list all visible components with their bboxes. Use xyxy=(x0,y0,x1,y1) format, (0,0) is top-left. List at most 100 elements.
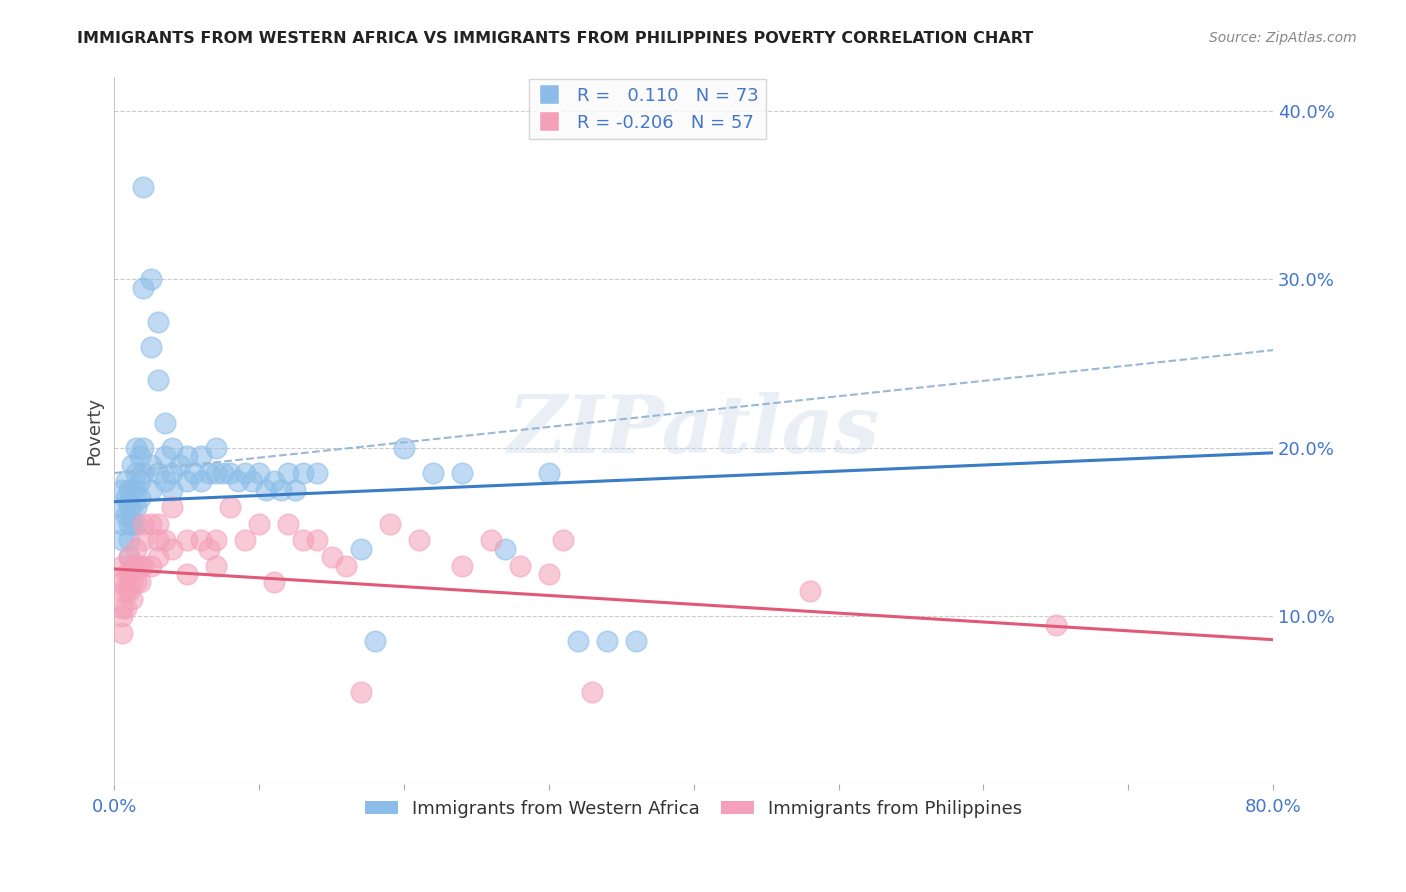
Point xyxy=(212,466,235,480)
Point xyxy=(378,516,401,531)
Point xyxy=(125,516,148,531)
Point xyxy=(247,466,270,480)
Point xyxy=(153,449,176,463)
Point xyxy=(118,533,141,548)
Point xyxy=(129,491,152,506)
Point xyxy=(190,449,212,463)
Point xyxy=(139,558,162,573)
Point xyxy=(277,466,299,480)
Point xyxy=(118,567,141,582)
Point xyxy=(197,466,219,480)
Point xyxy=(240,475,263,489)
Point xyxy=(121,575,143,590)
Point xyxy=(190,533,212,548)
Point xyxy=(197,541,219,556)
Point xyxy=(146,550,169,565)
Point xyxy=(553,533,575,548)
Point xyxy=(307,466,329,480)
Point xyxy=(233,466,256,480)
Point xyxy=(121,458,143,472)
Point xyxy=(118,516,141,531)
Point xyxy=(176,475,198,489)
Point xyxy=(307,533,329,548)
Point xyxy=(139,272,162,286)
Point xyxy=(162,500,184,514)
Point xyxy=(162,483,184,497)
Point xyxy=(799,583,821,598)
Point xyxy=(132,466,155,480)
Point xyxy=(111,516,134,531)
Point xyxy=(183,466,205,480)
Point xyxy=(118,550,141,565)
Point xyxy=(291,533,314,548)
Point xyxy=(118,483,141,497)
Point xyxy=(153,533,176,548)
Point xyxy=(139,516,162,531)
Point xyxy=(139,458,162,472)
Point xyxy=(162,441,184,455)
Point xyxy=(118,583,141,598)
Point xyxy=(204,558,226,573)
Point xyxy=(1045,617,1067,632)
Point xyxy=(479,533,502,548)
Point xyxy=(567,634,589,648)
Point xyxy=(451,558,474,573)
Point xyxy=(146,314,169,328)
Point xyxy=(190,475,212,489)
Point xyxy=(263,475,285,489)
Point xyxy=(115,475,138,489)
Point xyxy=(129,558,152,573)
Point xyxy=(277,516,299,531)
Point xyxy=(204,466,226,480)
Point xyxy=(132,179,155,194)
Point xyxy=(132,441,155,455)
Point xyxy=(408,533,430,548)
Point xyxy=(125,483,148,497)
Point xyxy=(125,575,148,590)
Point xyxy=(284,483,307,497)
Point xyxy=(509,558,531,573)
Point xyxy=(233,533,256,548)
Point xyxy=(129,575,152,590)
Y-axis label: Poverty: Poverty xyxy=(86,397,103,465)
Point xyxy=(121,558,143,573)
Point xyxy=(451,466,474,480)
Point xyxy=(121,592,143,607)
Point xyxy=(162,466,184,480)
Point xyxy=(115,583,138,598)
Point xyxy=(118,550,141,565)
Point xyxy=(111,626,134,640)
Point xyxy=(118,500,141,514)
Point xyxy=(132,533,155,548)
Point xyxy=(219,466,242,480)
Point xyxy=(422,466,444,480)
Point xyxy=(176,449,198,463)
Point xyxy=(162,541,184,556)
Point xyxy=(125,441,148,455)
Point xyxy=(263,575,285,590)
Point xyxy=(256,483,278,497)
Point xyxy=(111,609,134,624)
Point xyxy=(204,533,226,548)
Point xyxy=(125,558,148,573)
Text: Source: ZipAtlas.com: Source: ZipAtlas.com xyxy=(1209,31,1357,45)
Point xyxy=(121,516,143,531)
Text: IMMIGRANTS FROM WESTERN AFRICA VS IMMIGRANTS FROM PHILIPPINES POVERTY CORRELATIO: IMMIGRANTS FROM WESTERN AFRICA VS IMMIGR… xyxy=(77,31,1033,46)
Point xyxy=(321,550,343,565)
Point xyxy=(494,541,516,556)
Point xyxy=(111,500,134,514)
Point xyxy=(125,466,148,480)
Point xyxy=(111,575,134,590)
Point xyxy=(270,483,292,497)
Point xyxy=(219,500,242,514)
Point xyxy=(176,567,198,582)
Point xyxy=(146,373,169,387)
Point xyxy=(129,475,152,489)
Point xyxy=(146,516,169,531)
Point xyxy=(581,685,603,699)
Point xyxy=(537,567,560,582)
Point xyxy=(349,541,371,556)
Text: ZIPatlas: ZIPatlas xyxy=(508,392,880,470)
Point xyxy=(596,634,619,648)
Point xyxy=(121,483,143,497)
